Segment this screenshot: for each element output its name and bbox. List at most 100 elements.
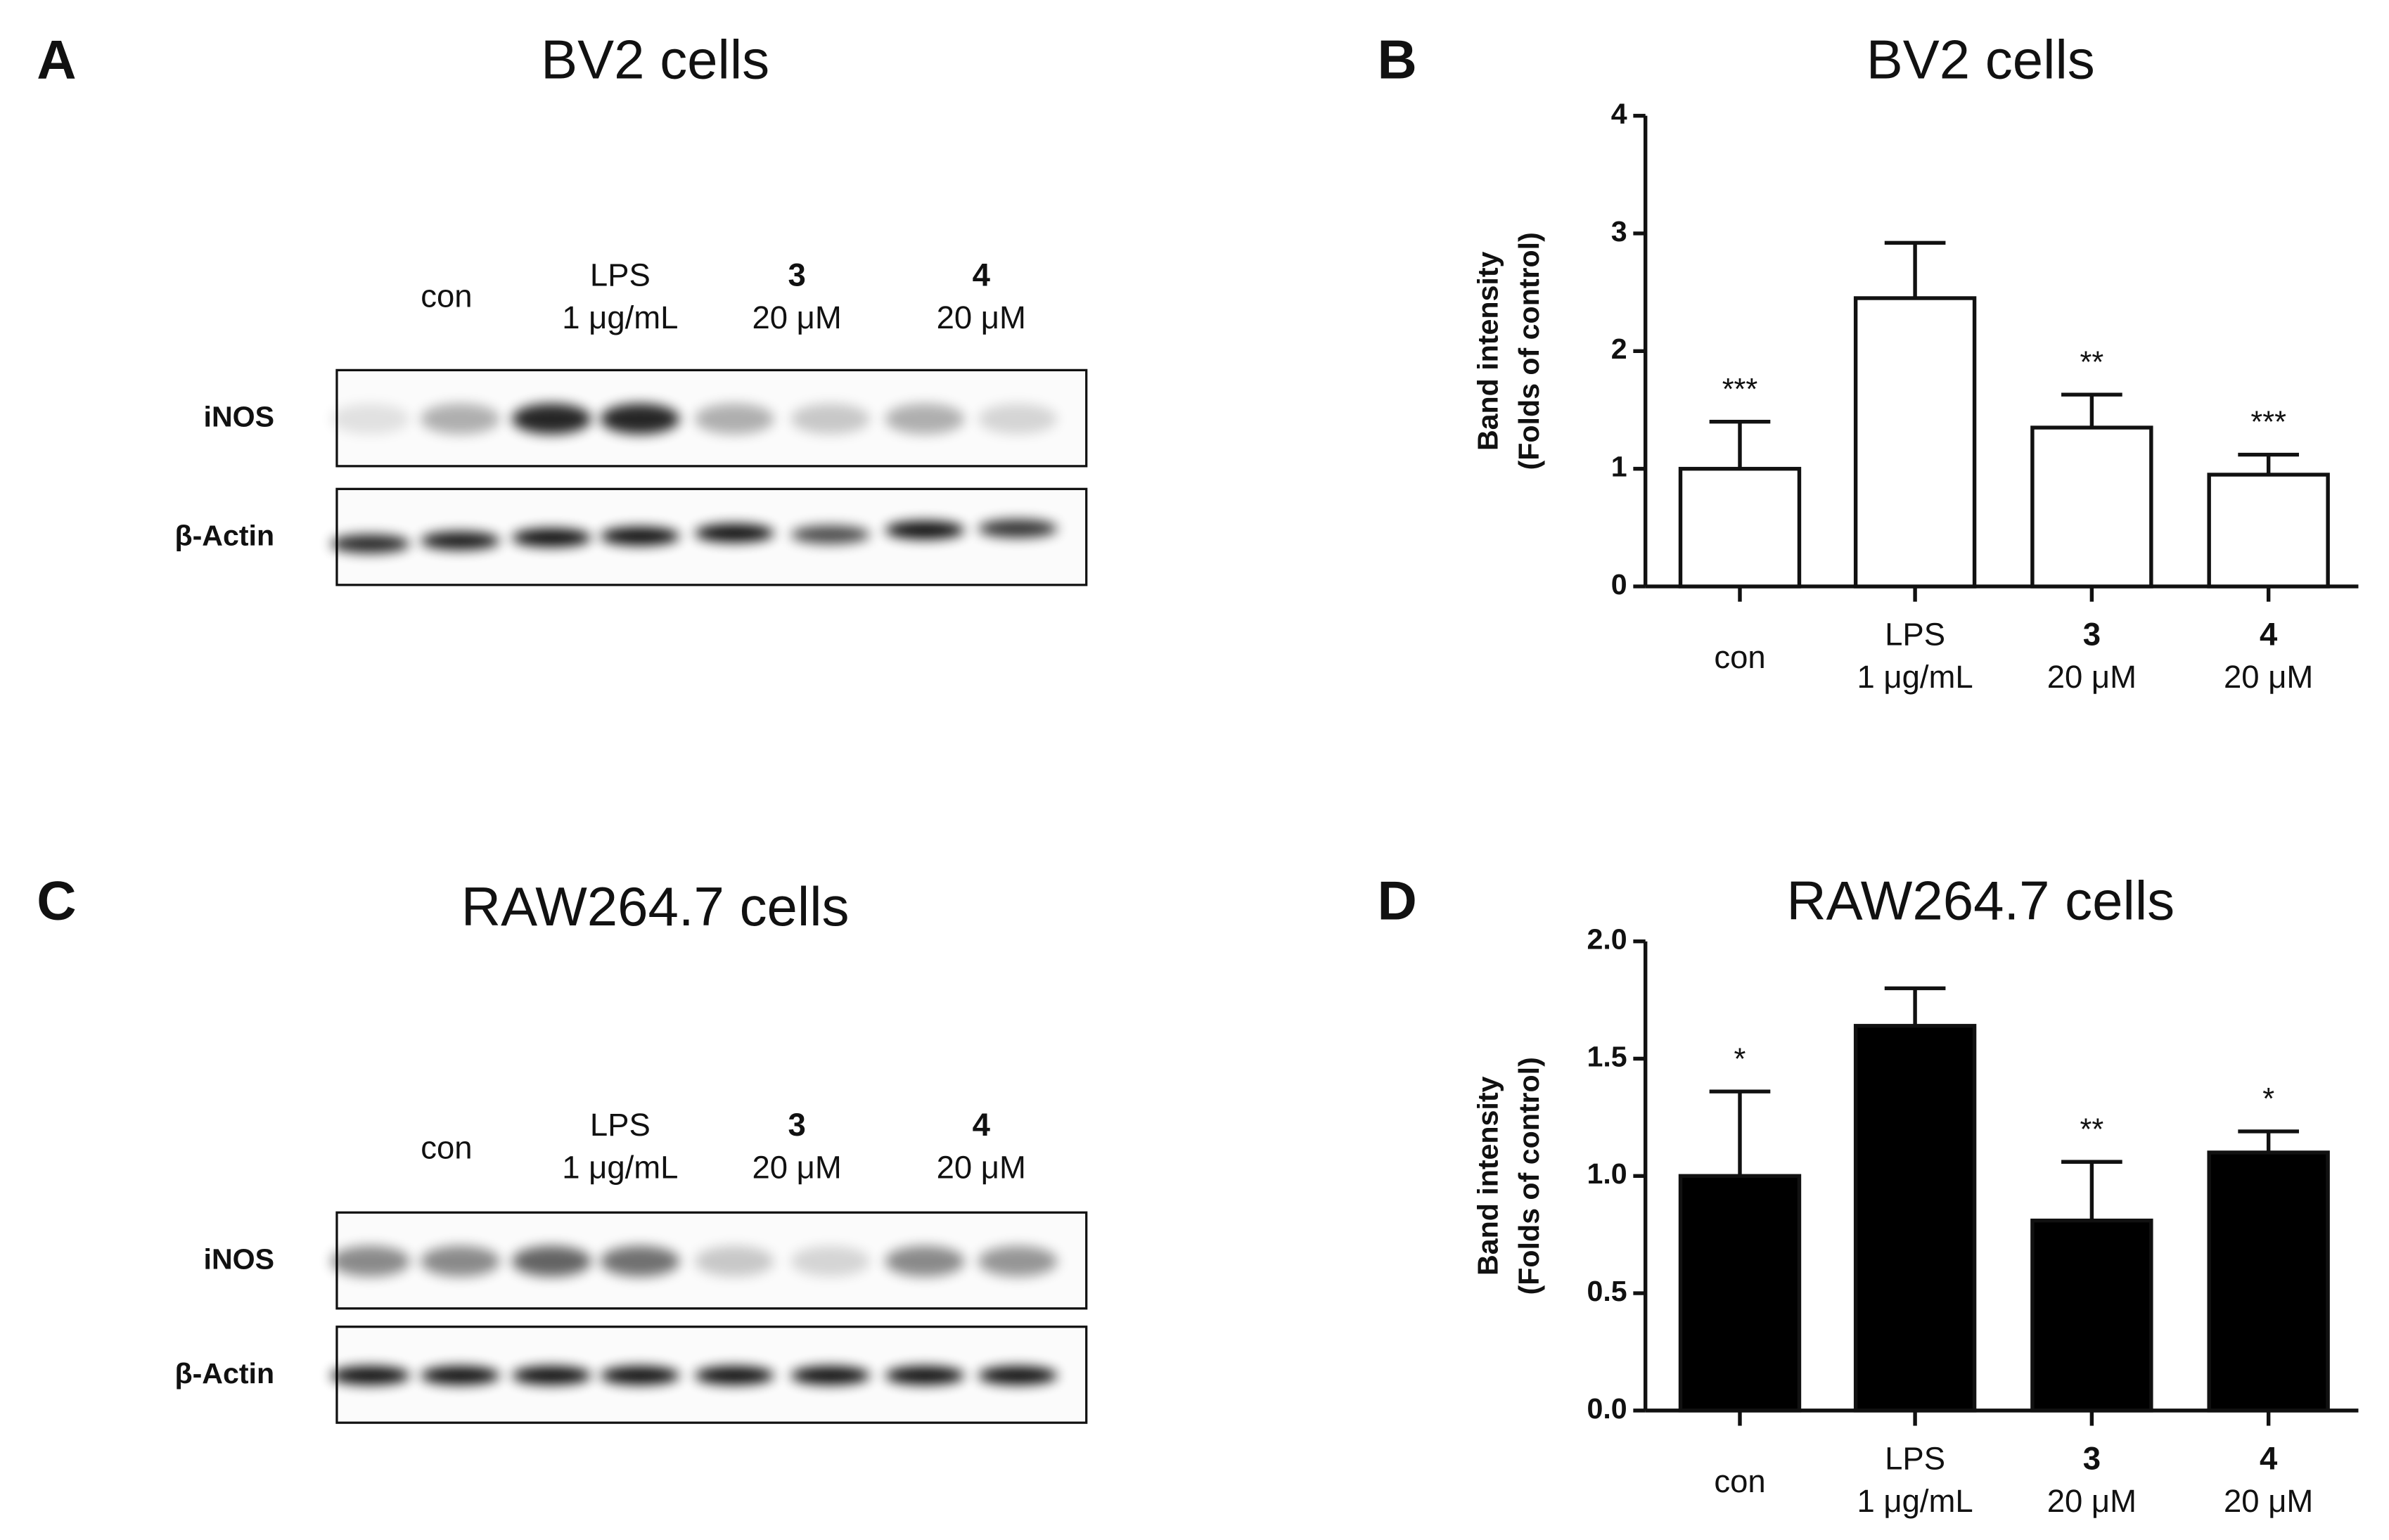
blot-band xyxy=(512,1245,591,1277)
x-tick-label: LPS xyxy=(1885,1440,1945,1476)
x-tick-label: 20 μM xyxy=(2047,659,2137,695)
blot-band xyxy=(421,1366,500,1385)
y-tick-label: 1.5 xyxy=(1587,1040,1627,1072)
panel-label: C xyxy=(37,869,76,931)
blot-band xyxy=(885,1366,965,1385)
blot-title: BV2 cells xyxy=(541,29,769,91)
blot-band xyxy=(331,534,410,553)
x-tick-label: con xyxy=(1714,639,1765,675)
blot-band xyxy=(331,404,410,435)
blot-band xyxy=(790,525,871,544)
bar xyxy=(1678,1174,1802,1413)
x-tick-label: 1 μg/mL xyxy=(1857,1483,1973,1519)
blot-band xyxy=(885,520,965,539)
significance: ** xyxy=(2080,345,2104,379)
blot-band xyxy=(694,524,774,543)
bar xyxy=(2030,1218,2153,1413)
blot-band xyxy=(694,1245,774,1277)
lane-label: con xyxy=(421,1129,472,1165)
blot-band xyxy=(600,404,680,435)
y-tick-label: 0.5 xyxy=(1587,1275,1627,1307)
bar xyxy=(2207,473,2330,589)
chart-title: RAW264.7 cells xyxy=(1786,869,2175,931)
blot-band xyxy=(790,404,871,435)
lane-label: 4 xyxy=(973,257,991,293)
x-tick-label: 20 μM xyxy=(2047,1483,2137,1519)
lane-label: 20 μM xyxy=(937,300,1026,335)
lane-label: 3 xyxy=(788,1107,805,1143)
significance: * xyxy=(1734,1042,1746,1076)
blot-band xyxy=(978,1366,1058,1385)
blot-band xyxy=(512,528,591,547)
lane-label: 1 μg/mL xyxy=(562,300,678,335)
blot-band xyxy=(421,404,500,435)
y-tick-label: 3 xyxy=(1611,215,1627,248)
blot-band xyxy=(331,1245,410,1277)
panel-label: D xyxy=(1377,869,1416,931)
blot-band xyxy=(512,1366,591,1385)
blot-band xyxy=(694,404,774,435)
x-tick-label: LPS xyxy=(1885,616,1945,652)
y-tick-label: 0.0 xyxy=(1587,1392,1627,1425)
bar xyxy=(1853,1024,1977,1413)
y-axis-label: (Folds of control) xyxy=(1513,1057,1545,1295)
x-tick-label: con xyxy=(1714,1463,1765,1499)
y-tick-label: 1 xyxy=(1611,451,1627,483)
x-tick-label: 4 xyxy=(2260,1440,2278,1476)
y-tick-label: 4 xyxy=(1611,98,1627,130)
y-axis-label: Band intensity xyxy=(1472,1076,1504,1276)
significance: * xyxy=(2262,1082,2274,1116)
lane-label: 4 xyxy=(973,1107,991,1143)
x-tick-label: 4 xyxy=(2260,616,2278,652)
row-label: iNOS xyxy=(204,1243,275,1275)
bar xyxy=(2030,425,2153,589)
y-axis-label: (Folds of control) xyxy=(1513,232,1545,470)
y-tick-label: 2 xyxy=(1611,333,1627,365)
x-tick-label: 20 μM xyxy=(2224,1483,2313,1519)
row-label: β-Actin xyxy=(174,520,274,552)
y-tick-label: 1.0 xyxy=(1587,1157,1627,1190)
blot-band xyxy=(885,404,965,435)
blot-band xyxy=(421,1245,500,1277)
blot-band xyxy=(600,1245,680,1277)
blot-band xyxy=(790,1366,871,1385)
lane-label: con xyxy=(421,278,472,314)
lane-label: LPS xyxy=(590,257,651,293)
blot-band xyxy=(694,1366,774,1385)
significance: *** xyxy=(2250,406,2286,439)
blot-band xyxy=(978,404,1058,435)
x-tick-label: 3 xyxy=(2083,1440,2101,1476)
bar xyxy=(1678,466,1802,589)
blot-band xyxy=(978,519,1058,538)
significance: ** xyxy=(2080,1112,2104,1146)
blot-title: RAW264.7 cells xyxy=(461,875,850,937)
blot-band xyxy=(600,527,680,546)
lane-label: 3 xyxy=(788,257,805,293)
x-tick-label: 1 μg/mL xyxy=(1857,659,1973,695)
blot-band xyxy=(421,531,500,550)
blot-band xyxy=(978,1245,1058,1277)
row-label: iNOS xyxy=(204,401,275,433)
panel-label: B xyxy=(1377,29,1416,91)
lane-label: 20 μM xyxy=(752,300,841,335)
row-label: β-Actin xyxy=(174,1357,274,1390)
bar xyxy=(1853,296,1977,589)
blot-band xyxy=(600,1366,680,1385)
lane-label: 1 μg/mL xyxy=(562,1150,678,1186)
blot-band xyxy=(331,1366,410,1385)
lane-label: LPS xyxy=(590,1107,651,1143)
y-axis-label: Band intensity xyxy=(1472,251,1504,451)
lane-label: 20 μM xyxy=(937,1150,1026,1186)
lane-label: 20 μM xyxy=(752,1150,841,1186)
y-tick-label: 2.0 xyxy=(1587,923,1627,956)
blot-band xyxy=(790,1245,871,1277)
x-tick-label: 3 xyxy=(2083,616,2101,652)
panel-label: A xyxy=(37,29,76,91)
blot-band xyxy=(885,1245,965,1277)
x-tick-label: 20 μM xyxy=(2224,659,2313,695)
chart-title: BV2 cells xyxy=(1866,29,2095,91)
blot-band xyxy=(512,404,591,435)
significance: *** xyxy=(1722,373,1758,406)
bar xyxy=(2207,1150,2330,1413)
